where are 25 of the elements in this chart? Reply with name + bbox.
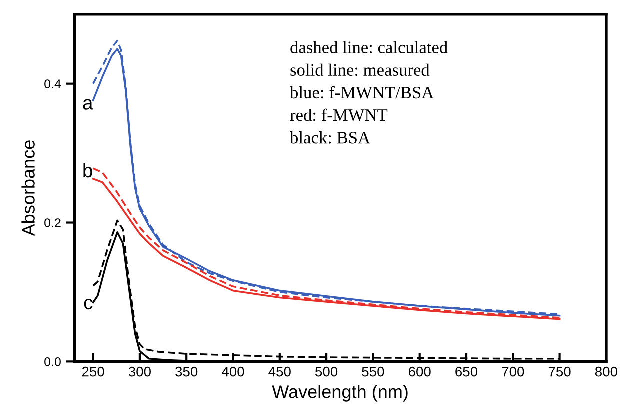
x-tick-label: 550 [362,366,384,377]
y-tick-label: 0.4 [44,80,62,88]
annotation: b [84,163,92,178]
x-tick-label: 750 [548,366,571,377]
x-tick-label: 300 [128,366,151,377]
annotation: a [83,99,94,110]
annotation: red: f-MWNT [290,108,388,122]
x-tick-label: 650 [456,366,478,377]
y-tick-label: 0.2 [44,218,61,228]
annotation: black: BSA [290,132,370,144]
annotation: solid line: measured [290,64,430,76]
x-tick-label: 700 [502,366,524,377]
y-axis-title: Absorbance [22,140,35,236]
x-tick-label: 600 [408,366,431,377]
x-tick-label: 500 [316,366,338,377]
x-tick-label: 250 [82,366,104,377]
x-tick-label: 450 [268,366,291,377]
x-axis-title: Wavelength (nm) [272,385,408,402]
annotation: blue: f-MWNT/BSA [290,86,434,99]
x-tick-label: 400 [222,366,244,377]
annotation: dashed line: calculated [290,41,448,54]
x-tick-label: 800 [595,366,618,377]
x-tick-label: 350 [176,366,198,377]
y-tick-label: 0.0 [44,357,61,366]
annotation: c [84,298,93,310]
